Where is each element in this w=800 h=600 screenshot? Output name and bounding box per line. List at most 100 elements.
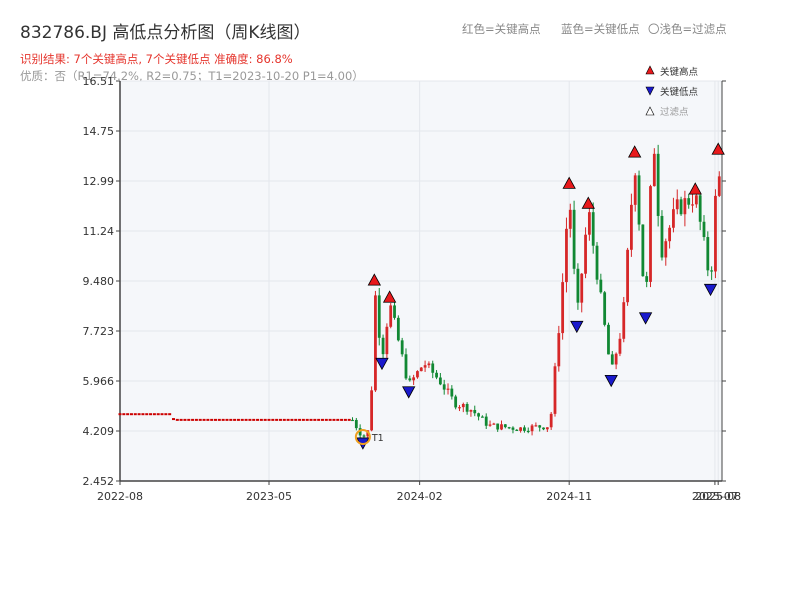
candlestick-series: [118, 144, 721, 440]
candle-body: [553, 366, 557, 414]
candle-body: [465, 404, 469, 412]
candle-body: [694, 195, 698, 205]
candle-body: [461, 404, 465, 408]
key-high-marker: [628, 145, 642, 158]
candle-body: [374, 295, 377, 391]
candle-body: [423, 365, 427, 368]
candle-body: [354, 419, 358, 429]
legend-light-label: 〇浅色=过滤点: [648, 22, 727, 36]
candle-body: [656, 153, 660, 216]
key-high-marker: [382, 290, 397, 303]
y-tick-label: 9.480: [83, 275, 115, 288]
candle-body: [545, 427, 549, 430]
candle-body: [710, 270, 714, 272]
high-triangle-icon: [645, 65, 655, 75]
candle-body: [431, 363, 435, 373]
t1-annotation: T1: [354, 428, 384, 445]
candle-body: [595, 245, 599, 280]
y-tick-label: 12.99: [83, 175, 115, 188]
candle-body: [454, 396, 458, 408]
candle-body: [511, 427, 515, 430]
candle-body: [587, 212, 591, 235]
marker-legend-high: 关键高点: [660, 66, 699, 78]
candle-body: [702, 221, 706, 238]
key-high-marker: [581, 196, 595, 209]
candle-body: [622, 302, 626, 339]
t1-ring-icon: [354, 428, 371, 445]
candle-body: [530, 425, 534, 432]
key-low-marker: [375, 357, 389, 371]
candle-body: [649, 186, 652, 282]
candle-body: [584, 234, 587, 274]
key-low-marker: [703, 283, 718, 297]
candle-body: [496, 423, 500, 430]
candle-body: [660, 215, 664, 258]
candle-body: [381, 337, 385, 355]
candle-body: [427, 363, 431, 366]
candle-body: [675, 199, 679, 210]
x-tick-label: 2024-11: [546, 490, 592, 503]
candle-body: [664, 241, 668, 258]
candle-body: [572, 209, 576, 269]
candle-body: [591, 212, 595, 246]
marker-legend-filtered: 过滤点: [660, 106, 689, 118]
result-text: 识别结果: 7个关键高点, 7个关键低点 准确度: 86.8%: [20, 52, 293, 66]
candle-body: [599, 279, 603, 293]
candle-body: [526, 430, 530, 433]
candle-body: [698, 195, 702, 222]
candle-body: [362, 435, 366, 437]
y-tick-label: 14.75: [83, 125, 115, 138]
x-tick-label: 2024-02: [397, 490, 443, 503]
candle-body: [637, 175, 641, 225]
candle-body: [523, 427, 526, 431]
candle-body: [626, 249, 629, 303]
candle-body: [633, 175, 637, 205]
candle-body: [672, 209, 675, 228]
y-tick-label: 2.452: [83, 475, 115, 488]
candle-body: [438, 377, 442, 385]
candle-body: [503, 424, 507, 428]
candle-body: [679, 199, 683, 215]
y-tick-label: 7.723: [83, 325, 115, 338]
key-high-marker: [688, 182, 702, 195]
candle-body: [519, 427, 523, 431]
key-high-marker: [367, 273, 382, 286]
candle-body: [576, 268, 580, 303]
candle-body: [500, 424, 503, 430]
candle-body: [458, 407, 461, 409]
candle-body: [629, 204, 633, 250]
candle-body: [618, 338, 622, 354]
candle-body: [717, 176, 721, 196]
candle-body: [645, 276, 649, 282]
candle-body: [492, 423, 496, 425]
key-low-marker: [570, 320, 584, 334]
x-tick-label: 2025-08: [695, 490, 741, 503]
candle-body: [687, 198, 691, 205]
candle-body: [515, 429, 519, 431]
candle-body: [412, 377, 416, 381]
candle-body: [477, 413, 480, 417]
key-high-marker: [562, 176, 576, 189]
low-triangle-icon: [645, 86, 655, 96]
t1-label: T1: [371, 433, 384, 444]
filtered-triangle-icon: [645, 106, 655, 116]
candle-body: [385, 326, 389, 355]
candle-body: [668, 227, 672, 242]
candle-body: [561, 282, 565, 334]
candle-body: [714, 195, 717, 272]
candle-body: [358, 428, 362, 436]
candle-body: [549, 413, 553, 428]
candle-body: [442, 384, 446, 390]
marker-legend: 关键高点 关键低点 过滤点: [645, 65, 699, 118]
key-high-marker: [711, 142, 725, 155]
candle-body: [691, 204, 694, 206]
candle-body: [377, 295, 381, 338]
candle-body: [481, 416, 484, 418]
candle-body: [435, 372, 438, 378]
candle-body: [706, 237, 710, 271]
key-low-marker: [402, 386, 416, 399]
y-tick-label: 11.24: [83, 225, 115, 238]
candle-body: [538, 425, 542, 428]
candle-body: [610, 354, 614, 365]
candle-body: [473, 409, 477, 414]
